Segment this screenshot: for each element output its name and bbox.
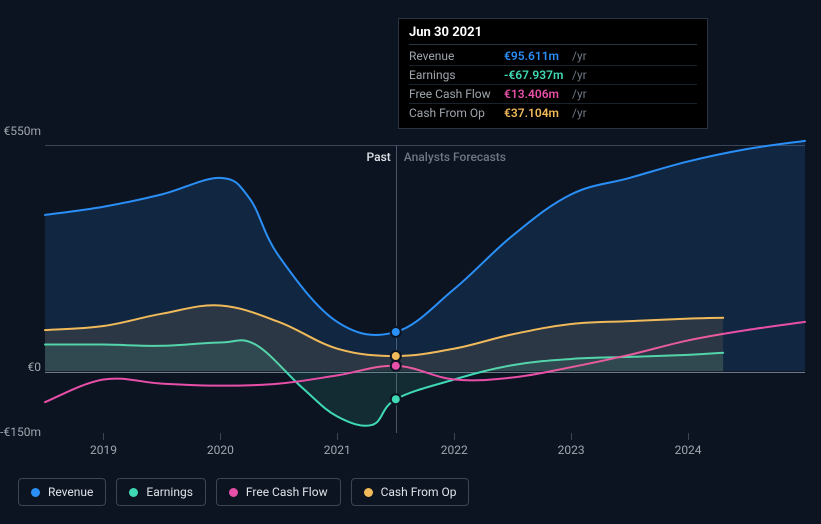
x-tick-label: 2022 xyxy=(454,443,458,457)
tooltip-row-label: Free Cash Flow xyxy=(409,87,504,101)
tooltip-row-value: -€67.937m xyxy=(504,68,569,82)
tooltip-row-value: €13.406m xyxy=(504,87,569,101)
chart-svg xyxy=(45,145,805,433)
x-tick-label: 2023 xyxy=(571,443,575,457)
legend-dot-icon xyxy=(129,488,138,497)
legend: Revenue Earnings Free Cash Flow Cash From O… xyxy=(18,478,469,506)
cfo-marker xyxy=(391,351,401,361)
tooltip-row: Cash From Op€37.104m/yr xyxy=(409,104,697,122)
legend-dot-icon xyxy=(31,488,40,497)
legend-item-earnings[interactable]: Earnings xyxy=(116,478,206,506)
x-tick-label: 2019 xyxy=(103,443,107,457)
legend-item-revenue[interactable]: Revenue xyxy=(18,478,106,506)
legend-item-cfo[interactable]: Cash From Op xyxy=(351,478,470,506)
financial-chart: €550m €0 -€150m Past Analysts Forecasts … xyxy=(0,0,821,524)
tooltip-row-unit: /yr xyxy=(572,49,587,63)
tooltip-row: Revenue€95.611m/yr xyxy=(409,47,697,66)
legend-dot-icon xyxy=(229,488,238,497)
tooltip-title: Jun 30 2021 xyxy=(409,25,697,45)
tooltip-row-unit: /yr xyxy=(572,106,587,120)
tooltip-row-value: €95.611m xyxy=(504,49,569,63)
fcf-marker xyxy=(391,361,401,371)
legend-label: Revenue xyxy=(48,485,93,499)
y-tick-label: €550m xyxy=(4,124,42,138)
y-tick-label: €0 xyxy=(28,360,42,374)
tooltip-row-label: Revenue xyxy=(409,49,504,63)
tooltip-row-label: Earnings xyxy=(409,68,504,82)
tooltip-row-unit: /yr xyxy=(572,87,587,101)
x-tick-label: 2021 xyxy=(337,443,341,457)
tooltip: Jun 30 2021 Revenue€95.611m/yrEarnings-€… xyxy=(398,18,708,129)
legend-label: Free Cash Flow xyxy=(246,485,328,499)
legend-label: Cash From Op xyxy=(381,485,457,499)
tooltip-row: Earnings-€67.937m/yr xyxy=(409,66,697,85)
x-tick-label: 2020 xyxy=(220,443,224,457)
legend-label: Earnings xyxy=(146,485,193,499)
tooltip-row-unit: /yr xyxy=(572,68,587,82)
tooltip-row-label: Cash From Op xyxy=(409,106,504,120)
tooltip-row: Free Cash Flow€13.406m/yr xyxy=(409,85,697,104)
revenue-marker xyxy=(391,327,401,337)
x-tick-label: 2024 xyxy=(688,443,692,457)
x-axis: 2019 2020 2021 2022 2023 2024 xyxy=(45,443,805,463)
y-tick-label: -€150m xyxy=(0,425,41,439)
tooltip-row-value: €37.104m xyxy=(504,106,569,120)
earnings-marker xyxy=(391,394,401,404)
legend-dot-icon xyxy=(364,488,373,497)
legend-item-fcf[interactable]: Free Cash Flow xyxy=(216,478,341,506)
